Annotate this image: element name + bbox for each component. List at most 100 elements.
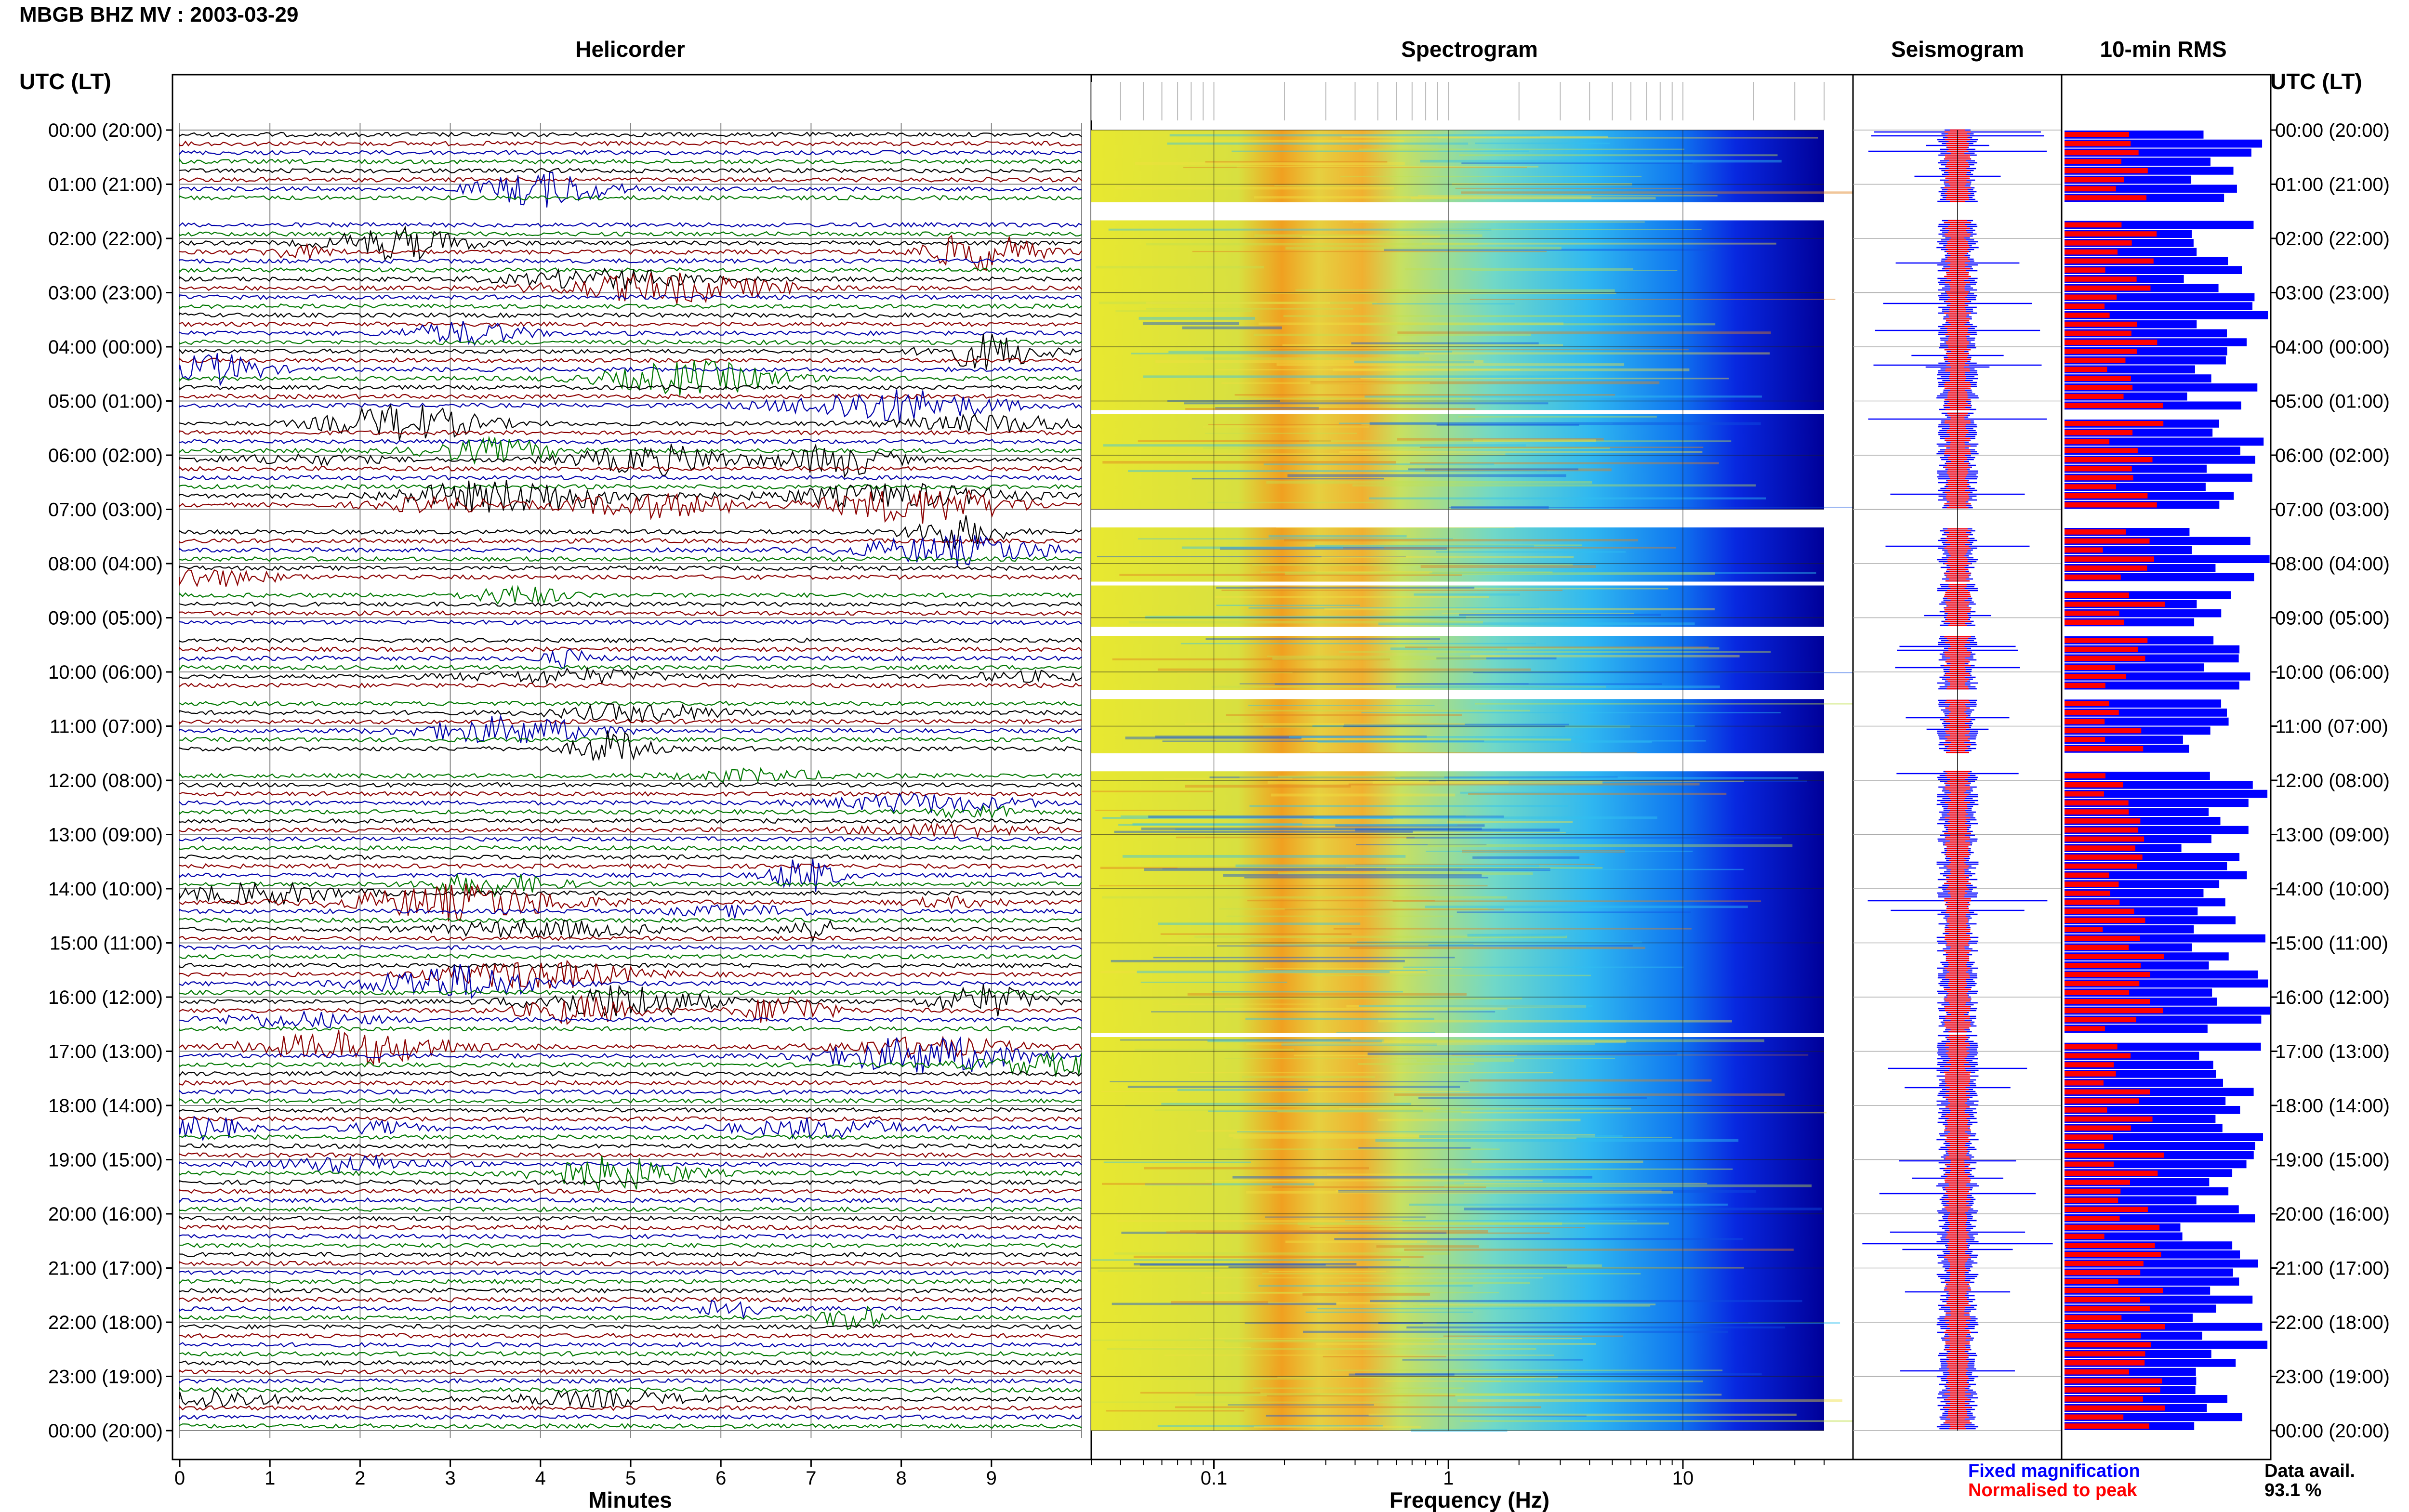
frequency-axis: 0.1 1 10 <box>1091 82 1825 1489</box>
rms-bar-normalised <box>2065 981 2140 986</box>
rms-bar-normalised <box>2065 439 2110 445</box>
helicorder-trace <box>179 353 1082 387</box>
helicorder-trace <box>179 1089 1082 1095</box>
rms-bar-normalised <box>2065 195 2147 200</box>
helicorder-trace <box>179 1405 1082 1411</box>
helicorder-trace <box>179 781 1082 788</box>
rms-bar-normalised <box>2065 1161 2114 1167</box>
helicorder-trace <box>179 149 1082 156</box>
spectrogram-grid <box>1091 130 1824 1431</box>
helicorder-trace <box>179 619 1082 625</box>
time-tick-right: 15:00 (11:00) <box>2275 933 2388 954</box>
time-ticks-left: 00:00 (20:00) 01:00 (21:00) 02:00 (22:00) 0… <box>48 120 172 1442</box>
time-tick-right: 12:00 (08:00) <box>2275 770 2390 791</box>
rms-bar-normalised <box>2065 1107 2107 1113</box>
rms-bar-normalised <box>2065 276 2137 282</box>
helicorder-trace <box>179 225 1082 262</box>
rms-bar-normalised <box>2065 529 2126 535</box>
helicorder-trace <box>179 1387 1082 1393</box>
helicorder-trace <box>179 881 1082 905</box>
spectrogram-title: Spectrogram <box>1401 37 1538 62</box>
helicorder-trace <box>179 1299 1082 1318</box>
time-tick-left: 22:00 (18:00) <box>48 1312 163 1333</box>
time-tick-right: 09:00 (05:00) <box>2275 608 2390 629</box>
helicorder-trace <box>179 730 1082 762</box>
helicorder-trace <box>179 267 1082 290</box>
rms-bar-normalised <box>2065 665 2116 670</box>
helicorder-trace <box>179 953 1082 960</box>
helicorder-trace <box>179 1389 1082 1409</box>
rms-bar-fixed <box>2065 1078 2223 1087</box>
helicorder-trace <box>179 804 1082 819</box>
helicorder-trace <box>179 863 1082 869</box>
helicorder-trace <box>179 1360 1082 1366</box>
helicorder-trace <box>179 1423 1082 1430</box>
helicorder-trace <box>179 1115 1082 1142</box>
helicorder-trace <box>179 935 1082 942</box>
helicorder-trace <box>179 1143 1082 1149</box>
rms-bar-normalised <box>2065 1017 2136 1023</box>
time-tick-left: 00:00 (20:00) <box>48 1420 163 1442</box>
rms-bar-normalised <box>2065 1378 2162 1384</box>
rms-bar-normalised <box>2065 231 2157 237</box>
spectrogram-gap <box>1091 410 1853 414</box>
spectrogram-image <box>1091 130 1888 1432</box>
helicorder-trace <box>179 515 1082 550</box>
helicorder-trace <box>179 1026 1082 1032</box>
rms-bar-normalised <box>2065 800 2129 806</box>
time-tick-right: 13:00 (09:00) <box>2275 825 2390 846</box>
rms-bar-normalised <box>2065 945 2129 950</box>
helicorder-panel: 0 1 2 3 4 5 6 7 8 9 <box>172 74 1092 1489</box>
helicorder-trace <box>179 534 1082 566</box>
rms-bar-normalised <box>2065 1224 2160 1230</box>
rms-bar-normalised <box>2065 403 2163 408</box>
rms-bar-normalised <box>2065 855 2143 860</box>
rms-bar-normalised <box>2065 303 2105 309</box>
rms-bar-normalised <box>2065 457 2153 462</box>
rms-bar-normalised <box>2065 538 2150 544</box>
helicorder-trace <box>179 962 1082 969</box>
rms-bar-normalised <box>2065 132 2130 137</box>
helicorder-trace <box>179 569 1082 588</box>
rms-bar-normalised <box>2065 168 2148 173</box>
helicorder-trace <box>179 854 1082 860</box>
helicorder-trace <box>179 883 1082 921</box>
helicorder-trace <box>179 443 1082 478</box>
rms-bar-fixed <box>2065 1133 2263 1141</box>
rms-bar-normalised <box>2065 863 2137 869</box>
time-tick-right: 00:00 (20:00) <box>2275 1420 2390 1442</box>
frequency-tick: 1 <box>1443 1468 1454 1489</box>
rms-bar-normalised <box>2065 1170 2158 1176</box>
rms-bar-normalised <box>2065 963 2141 968</box>
helicorder-trace <box>179 1351 1082 1357</box>
rms-bar-normalised <box>2065 475 2133 481</box>
time-tick-left: 11:00 (07:00) <box>50 716 163 737</box>
helicorder-trace <box>179 767 1082 784</box>
rms-bar-normalised <box>2065 1053 2131 1059</box>
helicorder-trace <box>179 610 1082 617</box>
helicorder-trace <box>179 1197 1082 1204</box>
rms-bar-normalised <box>2065 313 2110 318</box>
helicorder-trace <box>179 1414 1082 1420</box>
helicorder-trace <box>179 917 1082 923</box>
minutes-tick: 2 <box>355 1468 365 1489</box>
rms-bar-normalised <box>2065 638 2148 643</box>
minutes-axis-label: Minutes <box>588 1487 672 1512</box>
rms-bar-fixed <box>2065 681 2239 690</box>
rms-bar-normalised <box>2065 547 2103 553</box>
helicorder-trace <box>179 664 1082 671</box>
rms-bar-normalised <box>2065 574 2121 580</box>
rms-bar-normalised <box>2065 1423 2149 1429</box>
helicorder-trace <box>179 171 1082 208</box>
helicorder-trace <box>179 158 1082 165</box>
rms-bar-normalised <box>2065 1261 2144 1266</box>
helicorder-trace <box>179 1052 1083 1077</box>
rms-bar-normalised <box>2065 1342 2151 1348</box>
helicorder-trace <box>179 1152 1082 1158</box>
rms-bar-normalised <box>2065 1405 2165 1411</box>
time-tick-left: 06:00 (02:00) <box>48 445 163 466</box>
helicorder-trace <box>179 858 1082 892</box>
figure-title: MBGB BHZ MV : 2003-03-29 <box>19 3 298 26</box>
rms-bar-fixed <box>2065 1106 2240 1114</box>
rms-bar-normalised <box>2065 602 2165 607</box>
